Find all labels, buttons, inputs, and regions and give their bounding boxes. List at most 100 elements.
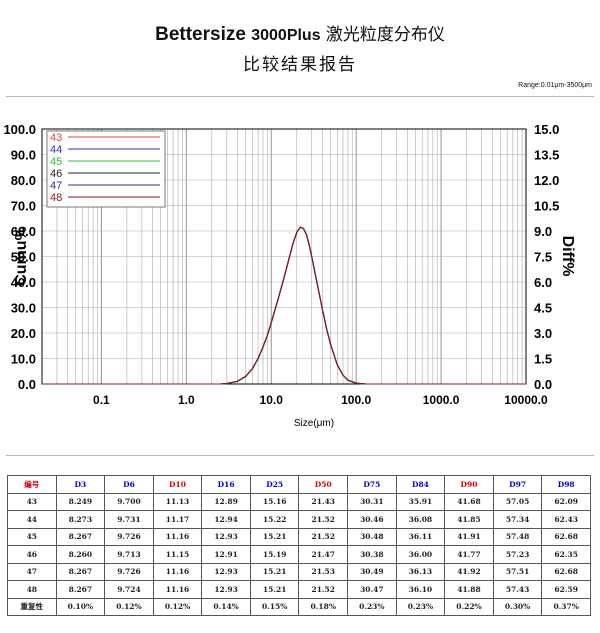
table-cell: 9.726 xyxy=(104,562,154,581)
table-cell: 11.17 xyxy=(152,510,203,529)
table-cell: 21.43 xyxy=(298,492,349,511)
right-tick-label: 3.0 xyxy=(534,326,552,341)
table-cell: 57.48 xyxy=(492,527,543,546)
table-cell: 12.93 xyxy=(201,527,251,546)
table-cell: 0.30% xyxy=(492,597,543,616)
x-axis-label: Size(μm) xyxy=(294,418,334,429)
table-cell: 8.273 xyxy=(55,510,106,529)
right-tick-label: 9.0 xyxy=(534,224,552,239)
table-cell: 0.15% xyxy=(249,597,300,616)
column-header: D10 xyxy=(152,475,203,494)
x-tick-label: 1.0 xyxy=(178,393,195,407)
table-cell: 0.23% xyxy=(347,597,397,616)
table-cell: 0.10% xyxy=(55,597,106,616)
right-tick-label: 0.0 xyxy=(534,377,552,392)
table-cell: 62.59 xyxy=(541,580,591,599)
legend-label: 46 xyxy=(50,168,62,180)
left-tick-label: 0.0 xyxy=(18,377,36,392)
top-divider xyxy=(6,96,594,97)
table-cell: 12.93 xyxy=(201,580,251,599)
left-axis-label: Cumu% xyxy=(13,226,30,286)
table-cell: 8.267 xyxy=(55,562,106,581)
table-header-row: 编号 D3 D6 D10 D16 D25 D50 D75 D84 D90 D97 D98 xyxy=(7,475,591,494)
column-header: D16 xyxy=(201,475,251,494)
legend-label: 48 xyxy=(50,192,62,204)
left-tick-label: 80.0 xyxy=(11,173,36,188)
right-tick-label: 4.5 xyxy=(534,301,552,316)
table-cell: 11.16 xyxy=(152,527,203,546)
plot-frame xyxy=(41,128,527,385)
left-tick-label: 90.0 xyxy=(11,148,36,163)
series-curve-45 xyxy=(42,226,526,385)
table-cell: 36.10 xyxy=(395,580,446,599)
table-cell: 21.52 xyxy=(298,527,349,546)
left-tick-label: 50.0 xyxy=(11,250,36,265)
table-row: 43 8.249 9.700 11.13 12.89 15.16 21.43 30.31 35.… xyxy=(7,492,591,511)
table-cell: 0.23% xyxy=(395,597,446,616)
table-cell: 0.22% xyxy=(444,597,494,616)
row-id-cell: 重复性 xyxy=(7,597,57,616)
table-cell: 30.49 xyxy=(347,562,397,581)
series-curve-48 xyxy=(42,226,526,385)
table-cell: 12.93 xyxy=(201,562,251,581)
table-cell: 57.23 xyxy=(492,545,543,564)
legend-box xyxy=(46,130,166,208)
right-tick-label: 1.5 xyxy=(534,352,552,367)
distribution-chart: 0.0 10.0 20.0 30.0 40.0 50.0 60.0 70.0 80.0 90.0 1… xyxy=(3,122,576,429)
table-cell: 57.51 xyxy=(492,562,543,581)
column-header: D50 xyxy=(298,475,349,494)
table-cell: 11.16 xyxy=(152,580,203,599)
distribution-curves xyxy=(42,226,526,385)
bottom-divider xyxy=(6,455,594,456)
left-tick-label: 20.0 xyxy=(11,326,36,341)
table-cell: 8.249 xyxy=(55,492,106,511)
right-axis-label: Diff% xyxy=(559,236,576,277)
table-cell: 41.88 xyxy=(444,580,494,599)
table-cell: 21.47 xyxy=(298,545,349,564)
column-header: D3 xyxy=(55,475,106,494)
right-tick-label: 7.5 xyxy=(534,250,552,265)
table-cell: 36.08 xyxy=(395,510,446,529)
table-cell: 11.15 xyxy=(152,545,203,564)
left-tick-label: 60.0 xyxy=(11,224,36,239)
row-id-cell: 48 xyxy=(7,580,57,599)
series-curve-43 xyxy=(42,226,526,385)
table-cell: 30.48 xyxy=(347,527,397,546)
row-id-cell: 44 xyxy=(7,510,57,529)
range-label: Range:0.01μm-3500μm xyxy=(518,82,592,89)
x-tick-label: 10000.0 xyxy=(504,393,548,407)
x-tick-label: 10.0 xyxy=(260,393,284,407)
left-tick-label: 100.0 xyxy=(3,122,36,137)
model-name: 3000Plus xyxy=(251,27,321,44)
table-cell: 41.91 xyxy=(444,527,494,546)
report-subtitle: 比较结果报告 xyxy=(243,55,357,75)
table-cell: 8.267 xyxy=(55,580,106,599)
table-cell: 15.19 xyxy=(249,545,300,564)
table-row: 45 8.267 9.726 11.16 12.93 15.21 21.52 30.48 36.… xyxy=(7,527,591,546)
right-tick-label: 6.0 xyxy=(534,275,552,290)
table-cell: 62.35 xyxy=(541,545,591,564)
table-cell: 30.38 xyxy=(347,545,397,564)
table-cell: 62.68 xyxy=(541,562,591,581)
table-cell: 9.713 xyxy=(104,545,154,564)
series-curve-46 xyxy=(42,226,526,385)
table-cell: 0.12% xyxy=(152,597,203,616)
x-tick-label: 0.1 xyxy=(93,393,110,407)
table-cell: 15.22 xyxy=(249,510,300,529)
table-row: 44 8.273 9.731 11.17 12.94 15.22 21.52 30.46 36.… xyxy=(7,510,591,529)
table-cell: 0.18% xyxy=(298,597,349,616)
table-cell: 8.267 xyxy=(55,527,106,546)
x-axis-ticks: 0.1 1.0 10.0 100.0 1000.0 10000.0 xyxy=(93,393,548,407)
table-cell: 36.11 xyxy=(395,527,446,546)
table-cell: 12.89 xyxy=(201,492,251,511)
table-row: 48 8.267 9.724 11.16 12.93 15.21 21.52 30.47 36.… xyxy=(7,580,591,599)
row-id-cell: 47 xyxy=(7,562,57,581)
table-cell: 0.12% xyxy=(104,597,154,616)
right-tick-label: 10.5 xyxy=(534,199,559,214)
column-header: D98 xyxy=(541,475,591,494)
column-header: D6 xyxy=(104,475,154,494)
table-cell: 57.05 xyxy=(492,492,543,511)
row-id-cell: 43 xyxy=(7,492,57,511)
table-cell: 57.43 xyxy=(492,580,543,599)
series-curve-47 xyxy=(42,226,526,385)
